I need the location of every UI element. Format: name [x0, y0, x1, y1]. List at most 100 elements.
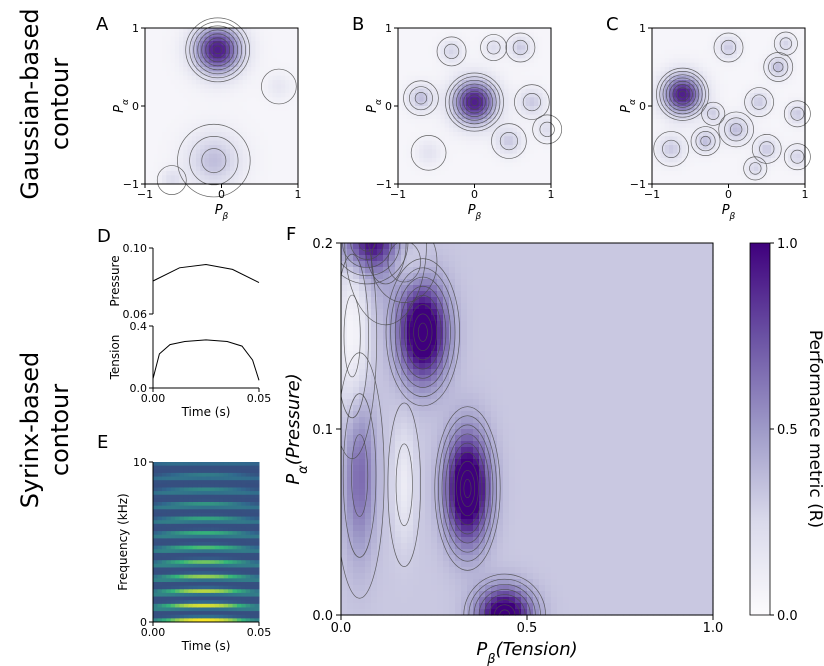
panel-b-cell: [470, 158, 476, 163]
panel-b-cell: [406, 28, 412, 33]
panel-e-cell: [170, 509, 176, 514]
panel-c-cell: [745, 153, 751, 159]
panel-c-cell: [732, 28, 738, 33]
panel-a-cell: [174, 45, 180, 51]
panel-b-cell: [449, 54, 454, 59]
panel-a-cell: [242, 97, 248, 103]
panel-c-cell: [669, 41, 674, 46]
panel-c-cell: [690, 67, 696, 72]
panel-c-cell: [737, 58, 742, 64]
panel-c-cell: [724, 114, 730, 120]
panel-c-cell: [656, 49, 662, 55]
panel-c-cell: [720, 84, 725, 90]
panel-a-xtick-label: 0: [218, 188, 225, 201]
panel-c-cell: [754, 162, 759, 168]
panel-a-cell: [234, 101, 240, 107]
panel-c-contour-line: [751, 134, 782, 164]
panel-c-cell: [711, 75, 717, 81]
panel-b-cell: [525, 54, 531, 59]
panel-e-cell: [210, 516, 216, 521]
panel-c-cell: [698, 149, 704, 155]
panel-b-cell: [406, 45, 412, 51]
panel-b-cell: [529, 32, 535, 38]
panel-b-cell: [546, 158, 552, 163]
panel-c-cell: [681, 62, 687, 68]
panel-c-cell: [754, 32, 759, 38]
panel-c-cell: [800, 127, 806, 133]
panel-a-cell: [166, 84, 172, 90]
panel-a-cell: [259, 93, 265, 98]
panel-b-cell: [487, 132, 493, 137]
panel-c-cell: [686, 166, 691, 172]
panel-a-cell: [204, 62, 210, 68]
panel-e-cell: [183, 578, 189, 583]
panel-a-cell: [183, 97, 189, 103]
panel-b-cell: [500, 149, 505, 155]
panel-b-cell: [402, 175, 408, 181]
panel-e-cell: [201, 494, 207, 499]
panel-e-cell: [241, 596, 247, 601]
panel-a-cell: [183, 110, 189, 116]
panel-c-ytick-label: 1: [639, 22, 646, 35]
panel-a-cell: [293, 54, 299, 59]
panel-a-cell: [272, 119, 278, 124]
panel-c-cell: [766, 140, 772, 146]
panel-e-cell: [197, 545, 203, 550]
panel-a-cell: [166, 45, 172, 51]
panel-b-cell: [542, 166, 548, 172]
panel-c-cell: [754, 158, 759, 163]
panel-b-cell: [419, 97, 425, 103]
panel-b-cell: [491, 28, 497, 33]
panel-b-cell: [512, 97, 518, 103]
panel-c-cell: [758, 84, 764, 90]
panel-a-cell: [187, 114, 193, 120]
panel-c-cell: [783, 67, 789, 72]
panel-c-cell: [664, 75, 670, 81]
panel-a-cell: [153, 97, 159, 103]
panel-c-cell: [783, 45, 789, 51]
panel-b-cell: [436, 49, 442, 55]
panel-c-cell: [745, 162, 751, 168]
panel-c-cell: [775, 175, 781, 181]
panel-a-cell: [179, 62, 184, 68]
panel-a-cell: [225, 140, 231, 146]
panel-c-cell: [771, 88, 776, 94]
panel-a-cell: [166, 58, 172, 64]
panel-a-cell: [213, 114, 218, 120]
panel-c-cell: [673, 49, 679, 55]
panel-e-cell: [206, 505, 211, 510]
panel-b-cell: [521, 114, 527, 120]
panel-e-cell: [170, 520, 176, 525]
panel-b-cell: [427, 127, 433, 133]
panel-e-cell: [236, 552, 242, 558]
panel-b-cell: [461, 175, 467, 181]
panel-a-cell: [289, 136, 295, 142]
panel-b-cell: [474, 28, 480, 33]
panel-c-cell: [673, 166, 679, 172]
panel-c-cell: [677, 97, 683, 103]
panel-a-cell: [251, 54, 257, 59]
panel-a-cell: [234, 179, 240, 185]
panel-e-cell: [161, 607, 167, 612]
panel-a-cell: [272, 88, 278, 94]
panel-b-cell: [474, 175, 480, 181]
panel-e-cell: [210, 618, 216, 623]
panel-c-cell: [788, 93, 793, 98]
panel-c-cell: [681, 171, 687, 176]
panel-b-cell: [538, 32, 544, 38]
panel-c-cell: [660, 127, 666, 133]
panel-b-cell: [529, 132, 535, 137]
panel-a-cell: [242, 71, 248, 77]
panel-a-cell: [208, 127, 214, 133]
panel-e-cell: [206, 549, 211, 554]
panel-e-cell: [192, 480, 198, 485]
panel-b-cell: [449, 45, 454, 51]
panel-e-cell: [183, 516, 189, 521]
panel-c-cell: [762, 123, 768, 129]
panel-e-cell: [179, 592, 185, 598]
panel-c-cell: [737, 110, 742, 116]
panel-a-cell: [289, 36, 295, 42]
panel-e-cell: [161, 571, 167, 576]
panel-e-cell: [236, 462, 242, 467]
panel-b-cell: [487, 58, 493, 64]
